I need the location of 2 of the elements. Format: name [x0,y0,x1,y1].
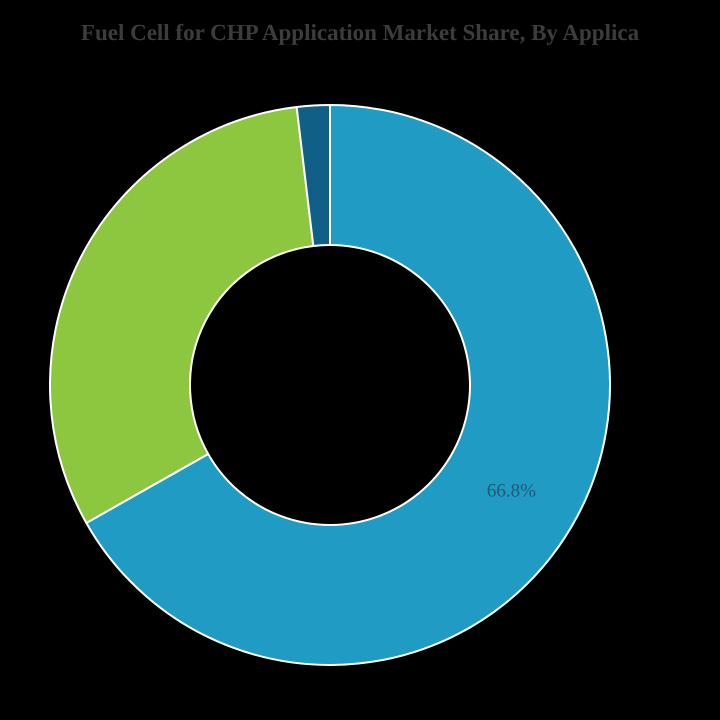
data-label: 66.8% [486,480,536,502]
chart-title: Fuel Cell for CHP Application Market Share, By Applica [80,20,640,45]
